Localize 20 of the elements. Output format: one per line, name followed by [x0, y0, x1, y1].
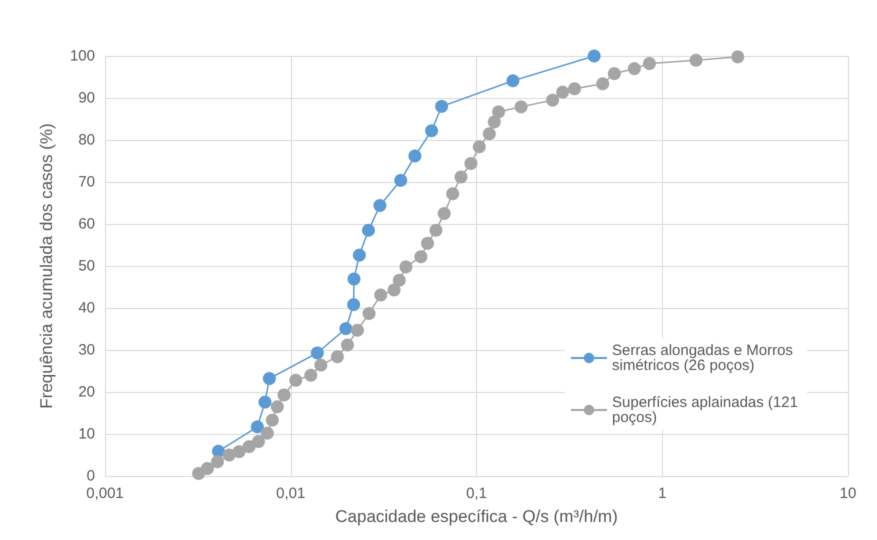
legend-label: Superfícies aplainadas (121 poços)	[612, 394, 802, 426]
y-tick-label: 80	[78, 132, 95, 148]
y-tick-label: 60	[78, 216, 95, 232]
y-tick-label: 0	[86, 468, 95, 484]
x-tick-label: 10	[840, 485, 856, 502]
x-tick-label: 0,1	[466, 485, 487, 502]
x-tick-label: 1	[658, 485, 666, 502]
y-tick-label: 30	[78, 342, 95, 358]
x-tick-label: 0,01	[276, 485, 306, 502]
y-tick-label: 50	[78, 258, 95, 274]
x-tick-label: 0,001	[86, 485, 124, 502]
y-tick-label: 100	[70, 48, 95, 64]
x-axis-title: Capacidade específica - Q/s (m³/h/m)	[335, 507, 618, 526]
y-tick-label: 90	[78, 90, 95, 106]
legend-label: Serras alongadas e Morros simétricos (26 poços)	[612, 342, 798, 374]
y-tick-label: 10	[78, 426, 95, 442]
y-tick-label: 70	[78, 174, 95, 190]
y-tick-label: 40	[78, 300, 95, 316]
y-axis-title: Frequência acumulada dos casos (%)	[37, 123, 56, 409]
y-tick-label: 20	[78, 384, 95, 400]
